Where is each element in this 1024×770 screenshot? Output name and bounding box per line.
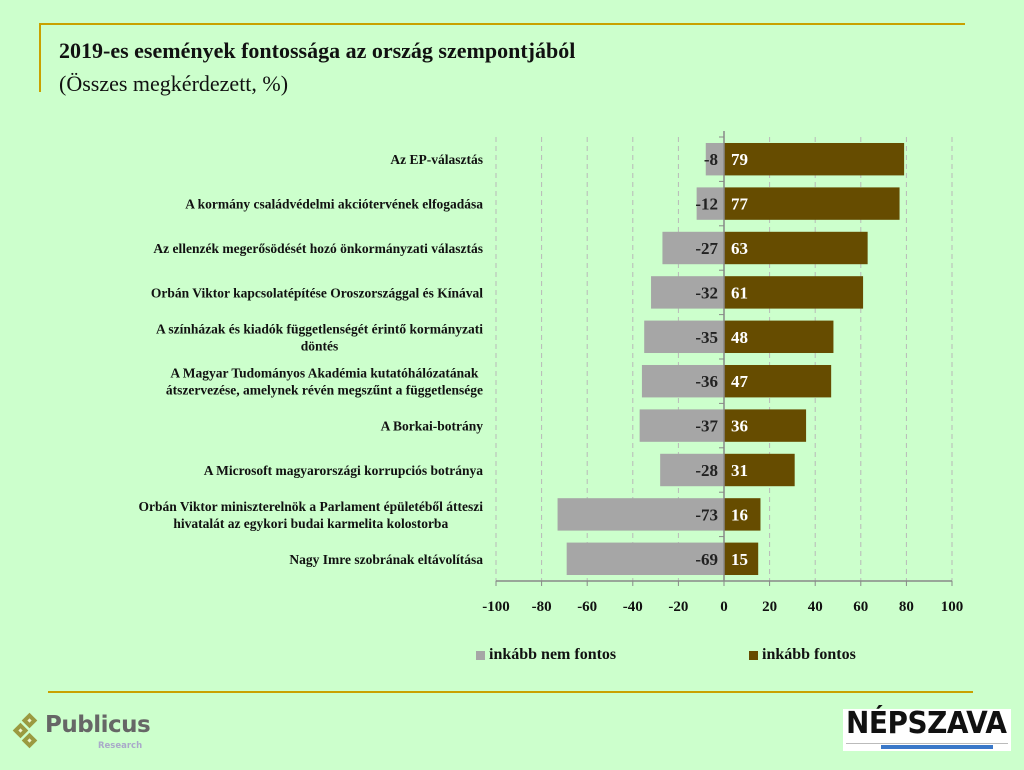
tick-labels: -100 -80 -60 -40 -20 0 20 40 60 80 100 (482, 599, 963, 615)
data-label-important: 16 (731, 505, 748, 524)
data-label-important: 47 (731, 372, 749, 391)
category-label: Orbán Viktor kapcsolatépítése Oroszorszá… (151, 285, 483, 300)
bar-important (724, 142, 905, 176)
data-label-important: 77 (731, 195, 749, 214)
axes (495, 131, 953, 586)
category-labels: Az EP-választás A kormány családvédelmi a… (139, 152, 484, 567)
category-label: Az EP-választás (390, 152, 483, 167)
bar-important (724, 231, 868, 265)
category-label-line: A Magyar Tudományos Akadémia kutatóhálóz… (170, 366, 479, 381)
x-tick-label: 20 (762, 599, 777, 615)
data-label-not-important: -28 (695, 461, 718, 480)
bar-important (724, 453, 795, 487)
legend-label-not-important: inkább nem fontos (489, 646, 617, 663)
bar-not-important (641, 364, 724, 398)
category-label: Orbán Viktor miniszterelnök a Parlament … (139, 499, 484, 531)
nepszava-logo: NÉPSZAVA (843, 706, 1011, 751)
nepszava-logo-rule (846, 743, 1008, 744)
data-label-not-important: -32 (695, 283, 718, 302)
data-label-not-important: -73 (695, 505, 718, 524)
x-tick-label: 80 (899, 599, 914, 615)
bar-not-important (696, 187, 724, 220)
data-label-important: 48 (731, 328, 748, 347)
x-tick-label: -100 (482, 599, 510, 615)
x-tick-label: 100 (941, 599, 964, 615)
category-label: Az ellenzék megerősödését hozó önkormány… (153, 241, 483, 256)
x-tick-label: 40 (808, 599, 823, 615)
title-frame-top-rule (39, 23, 965, 25)
value-labels: -8 79 -12 77 -27 63 -32 61 -35 48 -36 47 -37 36 -28 31 -… (695, 150, 748, 569)
diverging-bar-chart: Az EP-választás A kormány családvédelmi a… (139, 131, 963, 615)
category-label-line: döntés (301, 338, 339, 353)
category-label-line: A színházak és kiadók függetlenségét éri… (156, 321, 483, 336)
bar-important (724, 542, 759, 576)
data-label-not-important: -35 (695, 328, 718, 347)
bar-not-important (566, 542, 724, 576)
title-frame-left-rule (39, 23, 41, 92)
bar-important (724, 498, 761, 531)
category-label-line: A Microsoft magyarországi korrupciós bot… (204, 463, 483, 478)
category-label-line: Nagy Imre szobrának eltávolítása (289, 552, 483, 567)
page-title: 2019-es események fontossága az ország s… (59, 38, 576, 63)
category-label: A Magyar Tudományos Akadémia kutatóhálóz… (166, 366, 483, 398)
bar-important (724, 409, 807, 442)
category-label-line: A Borkai-botrány (381, 419, 484, 434)
data-label-not-important: -69 (695, 550, 718, 569)
data-label-not-important: -8 (704, 150, 718, 169)
bar-not-important (644, 320, 724, 354)
bar-not-important (705, 142, 724, 176)
publicus-logo-text: Publicus (45, 712, 151, 738)
page-subtitle: (Összes megkérdezett, %) (59, 71, 289, 96)
legend-item-not-important: inkább nem fontos (476, 646, 616, 664)
bar-not-important (557, 498, 724, 531)
bar-important (724, 276, 864, 309)
category-label-line: Az EP-választás (390, 152, 483, 167)
data-label-not-important: -37 (695, 417, 718, 436)
bar-important (724, 364, 832, 398)
category-label: A kormány családvédelmi akciótervének el… (185, 197, 483, 212)
category-label: A Borkai-botrány (381, 419, 484, 434)
legend-label-important: inkább fontos (762, 646, 856, 663)
data-label-important: 36 (731, 417, 748, 436)
bar-not-important (651, 276, 724, 309)
data-label-important: 31 (731, 461, 748, 480)
category-label: A Microsoft magyarországi korrupciós bot… (204, 463, 483, 478)
data-label-not-important: -36 (695, 372, 718, 391)
category-label: Nagy Imre szobrának eltávolítása (289, 552, 483, 567)
x-tick-label: -20 (668, 599, 688, 615)
category-label: A színházak és kiadók függetlenségét éri… (156, 321, 483, 353)
data-label-important: 15 (731, 550, 748, 569)
category-label-line: átszervezése, amelynek révén megszűnt a … (166, 383, 483, 398)
legend-swatch-not-important (476, 650, 485, 660)
bar-not-important (639, 409, 724, 442)
legend-swatch-important (749, 650, 758, 660)
nepszava-logo-band (881, 745, 993, 749)
category-label-line: Orbán Viktor kapcsolatépítése Oroszorszá… (151, 285, 483, 300)
x-tick-label: -80 (532, 599, 552, 615)
data-label-important: 79 (731, 150, 748, 169)
nepszava-logo-text: NÉPSZAVA (846, 706, 1007, 741)
category-label-line: Az ellenzék megerősödését hozó önkormány… (153, 241, 483, 256)
data-label-important: 63 (731, 239, 748, 258)
bar-not-important (660, 453, 724, 487)
logo-diamond-icon (21, 732, 38, 749)
footer-rule (48, 691, 973, 693)
data-label-important: 61 (731, 283, 748, 302)
data-label-not-important: -27 (695, 239, 718, 258)
publicus-logo-subtext: Research (98, 741, 143, 751)
x-tick-label: 60 (853, 599, 868, 615)
bar-important (724, 187, 900, 220)
data-label-not-important: -12 (695, 195, 718, 214)
bars (557, 142, 905, 576)
bar-important (724, 320, 834, 354)
bar-not-important (662, 231, 724, 265)
category-label-line: hivatalát az egykori budai karmelita kol… (173, 516, 448, 531)
publicus-research-logo: Publicus Research (12, 712, 151, 756)
x-tick-label: -60 (577, 599, 597, 615)
x-tick-label: 0 (720, 599, 728, 615)
category-label-line: Orbán Viktor miniszterelnök a Parlament … (139, 499, 484, 514)
legend-item-important: inkább fontos (749, 646, 856, 664)
x-tick-label: -40 (623, 599, 643, 615)
category-label-line: A kormány családvédelmi akciótervének el… (185, 197, 483, 212)
